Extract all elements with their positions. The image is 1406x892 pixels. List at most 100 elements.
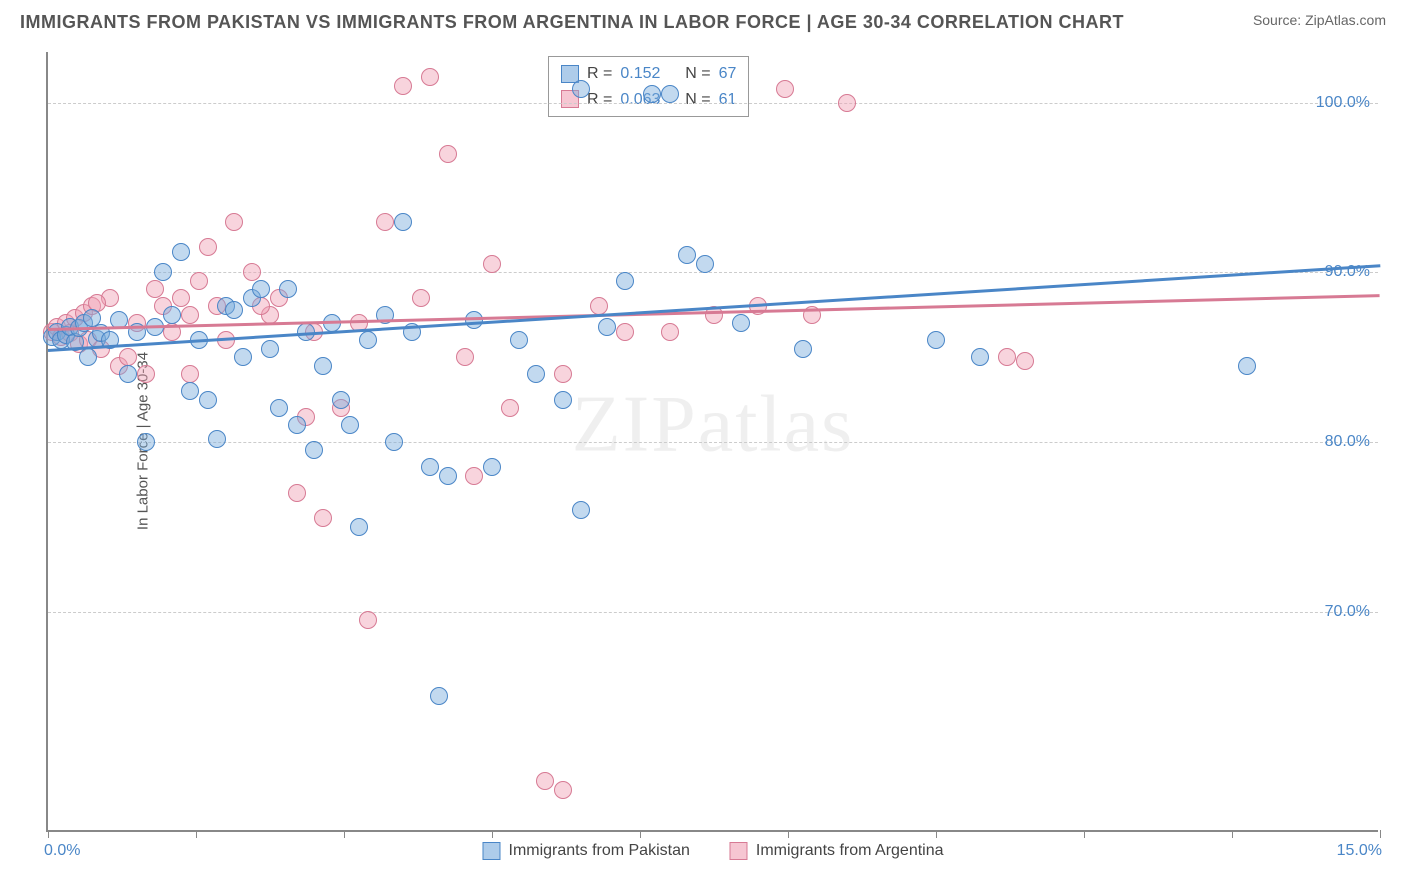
- data-point-pakistan: [163, 306, 181, 324]
- watermark: ZIPatlas: [572, 380, 855, 471]
- x-tick: [936, 830, 937, 838]
- data-point-pakistan: [199, 391, 217, 409]
- data-point-pakistan: [172, 243, 190, 261]
- data-point-argentina: [199, 238, 217, 256]
- data-point-pakistan: [483, 458, 501, 476]
- x-tick: [344, 830, 345, 838]
- data-point-pakistan: [527, 365, 545, 383]
- r-value-pakistan: 0.152: [620, 61, 660, 87]
- n-label: N =: [685, 61, 710, 87]
- data-point-argentina: [119, 348, 137, 366]
- swatch-pakistan: [482, 842, 500, 860]
- gridline: [48, 103, 1378, 104]
- gridline: [48, 612, 1378, 613]
- data-point-pakistan: [270, 399, 288, 417]
- data-point-argentina: [554, 781, 572, 799]
- data-point-argentina: [776, 80, 794, 98]
- data-point-pakistan: [119, 365, 137, 383]
- data-point-argentina: [421, 68, 439, 86]
- data-point-argentina: [137, 365, 155, 383]
- data-point-pakistan: [421, 458, 439, 476]
- data-point-argentina: [172, 289, 190, 307]
- r-label: R =: [587, 61, 612, 87]
- legend: Immigrants from Pakistan Immigrants from…: [482, 842, 943, 860]
- x-tick: [788, 830, 789, 838]
- legend-item-pakistan: Immigrants from Pakistan: [482, 842, 689, 860]
- data-point-pakistan: [616, 272, 634, 290]
- data-point-pakistan: [350, 518, 368, 536]
- data-point-argentina: [190, 272, 208, 290]
- data-point-pakistan: [927, 331, 945, 349]
- data-point-pakistan: [225, 301, 243, 319]
- data-point-argentina: [483, 255, 501, 273]
- data-point-pakistan: [572, 501, 590, 519]
- n-label: N =: [685, 87, 710, 113]
- x-tick: [1380, 830, 1381, 838]
- data-point-argentina: [501, 399, 519, 417]
- x-tick: [1084, 830, 1085, 838]
- x-tick: [196, 830, 197, 838]
- x-axis-min-label: 0.0%: [44, 842, 80, 860]
- data-point-pakistan: [394, 213, 412, 231]
- data-point-pakistan: [181, 382, 199, 400]
- data-point-pakistan: [154, 263, 172, 281]
- data-point-pakistan: [332, 391, 350, 409]
- data-point-argentina: [998, 348, 1016, 366]
- data-point-argentina: [243, 263, 261, 281]
- data-point-pakistan: [678, 246, 696, 264]
- data-point-pakistan: [252, 280, 270, 298]
- data-point-pakistan: [696, 255, 714, 273]
- data-point-pakistan: [794, 340, 812, 358]
- data-point-argentina: [456, 348, 474, 366]
- data-point-pakistan: [385, 433, 403, 451]
- data-point-pakistan: [732, 314, 750, 332]
- data-point-pakistan: [314, 357, 332, 375]
- data-point-pakistan: [971, 348, 989, 366]
- data-point-pakistan: [572, 80, 590, 98]
- data-point-argentina: [661, 323, 679, 341]
- y-tick-label: 70.0%: [1325, 603, 1370, 621]
- n-value-pakistan: 67: [719, 61, 737, 87]
- data-point-pakistan: [661, 85, 679, 103]
- data-point-argentina: [838, 94, 856, 112]
- x-axis-max-label: 15.0%: [1337, 842, 1382, 860]
- data-point-argentina: [616, 323, 634, 341]
- legend-label-argentina: Immigrants from Argentina: [756, 842, 944, 860]
- data-point-pakistan: [279, 280, 297, 298]
- data-point-argentina: [181, 365, 199, 383]
- data-point-pakistan: [359, 331, 377, 349]
- x-tick: [48, 830, 49, 838]
- gridline: [48, 442, 1378, 443]
- data-point-pakistan: [1238, 357, 1256, 375]
- data-point-argentina: [376, 213, 394, 231]
- data-point-argentina: [181, 306, 199, 324]
- data-point-pakistan: [79, 348, 97, 366]
- data-point-argentina: [412, 289, 430, 307]
- data-point-pakistan: [643, 85, 661, 103]
- data-point-pakistan: [510, 331, 528, 349]
- data-point-argentina: [146, 280, 164, 298]
- y-tick-label: 100.0%: [1316, 94, 1370, 112]
- scatter-chart: In Labor Force | Age 30-34 ZIPatlas R = …: [46, 52, 1378, 832]
- data-point-pakistan: [305, 441, 323, 459]
- data-point-pakistan: [439, 467, 457, 485]
- data-point-pakistan: [430, 687, 448, 705]
- data-point-argentina: [288, 484, 306, 502]
- data-point-pakistan: [341, 416, 359, 434]
- data-point-pakistan: [137, 433, 155, 451]
- data-point-argentina: [1016, 352, 1034, 370]
- data-point-argentina: [536, 772, 554, 790]
- swatch-argentina: [730, 842, 748, 860]
- data-point-pakistan: [261, 340, 279, 358]
- data-point-pakistan: [208, 430, 226, 448]
- legend-label-pakistan: Immigrants from Pakistan: [508, 842, 689, 860]
- legend-item-argentina: Immigrants from Argentina: [730, 842, 944, 860]
- data-point-argentina: [554, 365, 572, 383]
- data-point-pakistan: [234, 348, 252, 366]
- data-point-pakistan: [288, 416, 306, 434]
- data-point-argentina: [465, 467, 483, 485]
- n-value-argentina: 61: [719, 87, 737, 113]
- x-tick: [492, 830, 493, 838]
- chart-title: IMMIGRANTS FROM PAKISTAN VS IMMIGRANTS F…: [20, 12, 1124, 33]
- data-point-argentina: [394, 77, 412, 95]
